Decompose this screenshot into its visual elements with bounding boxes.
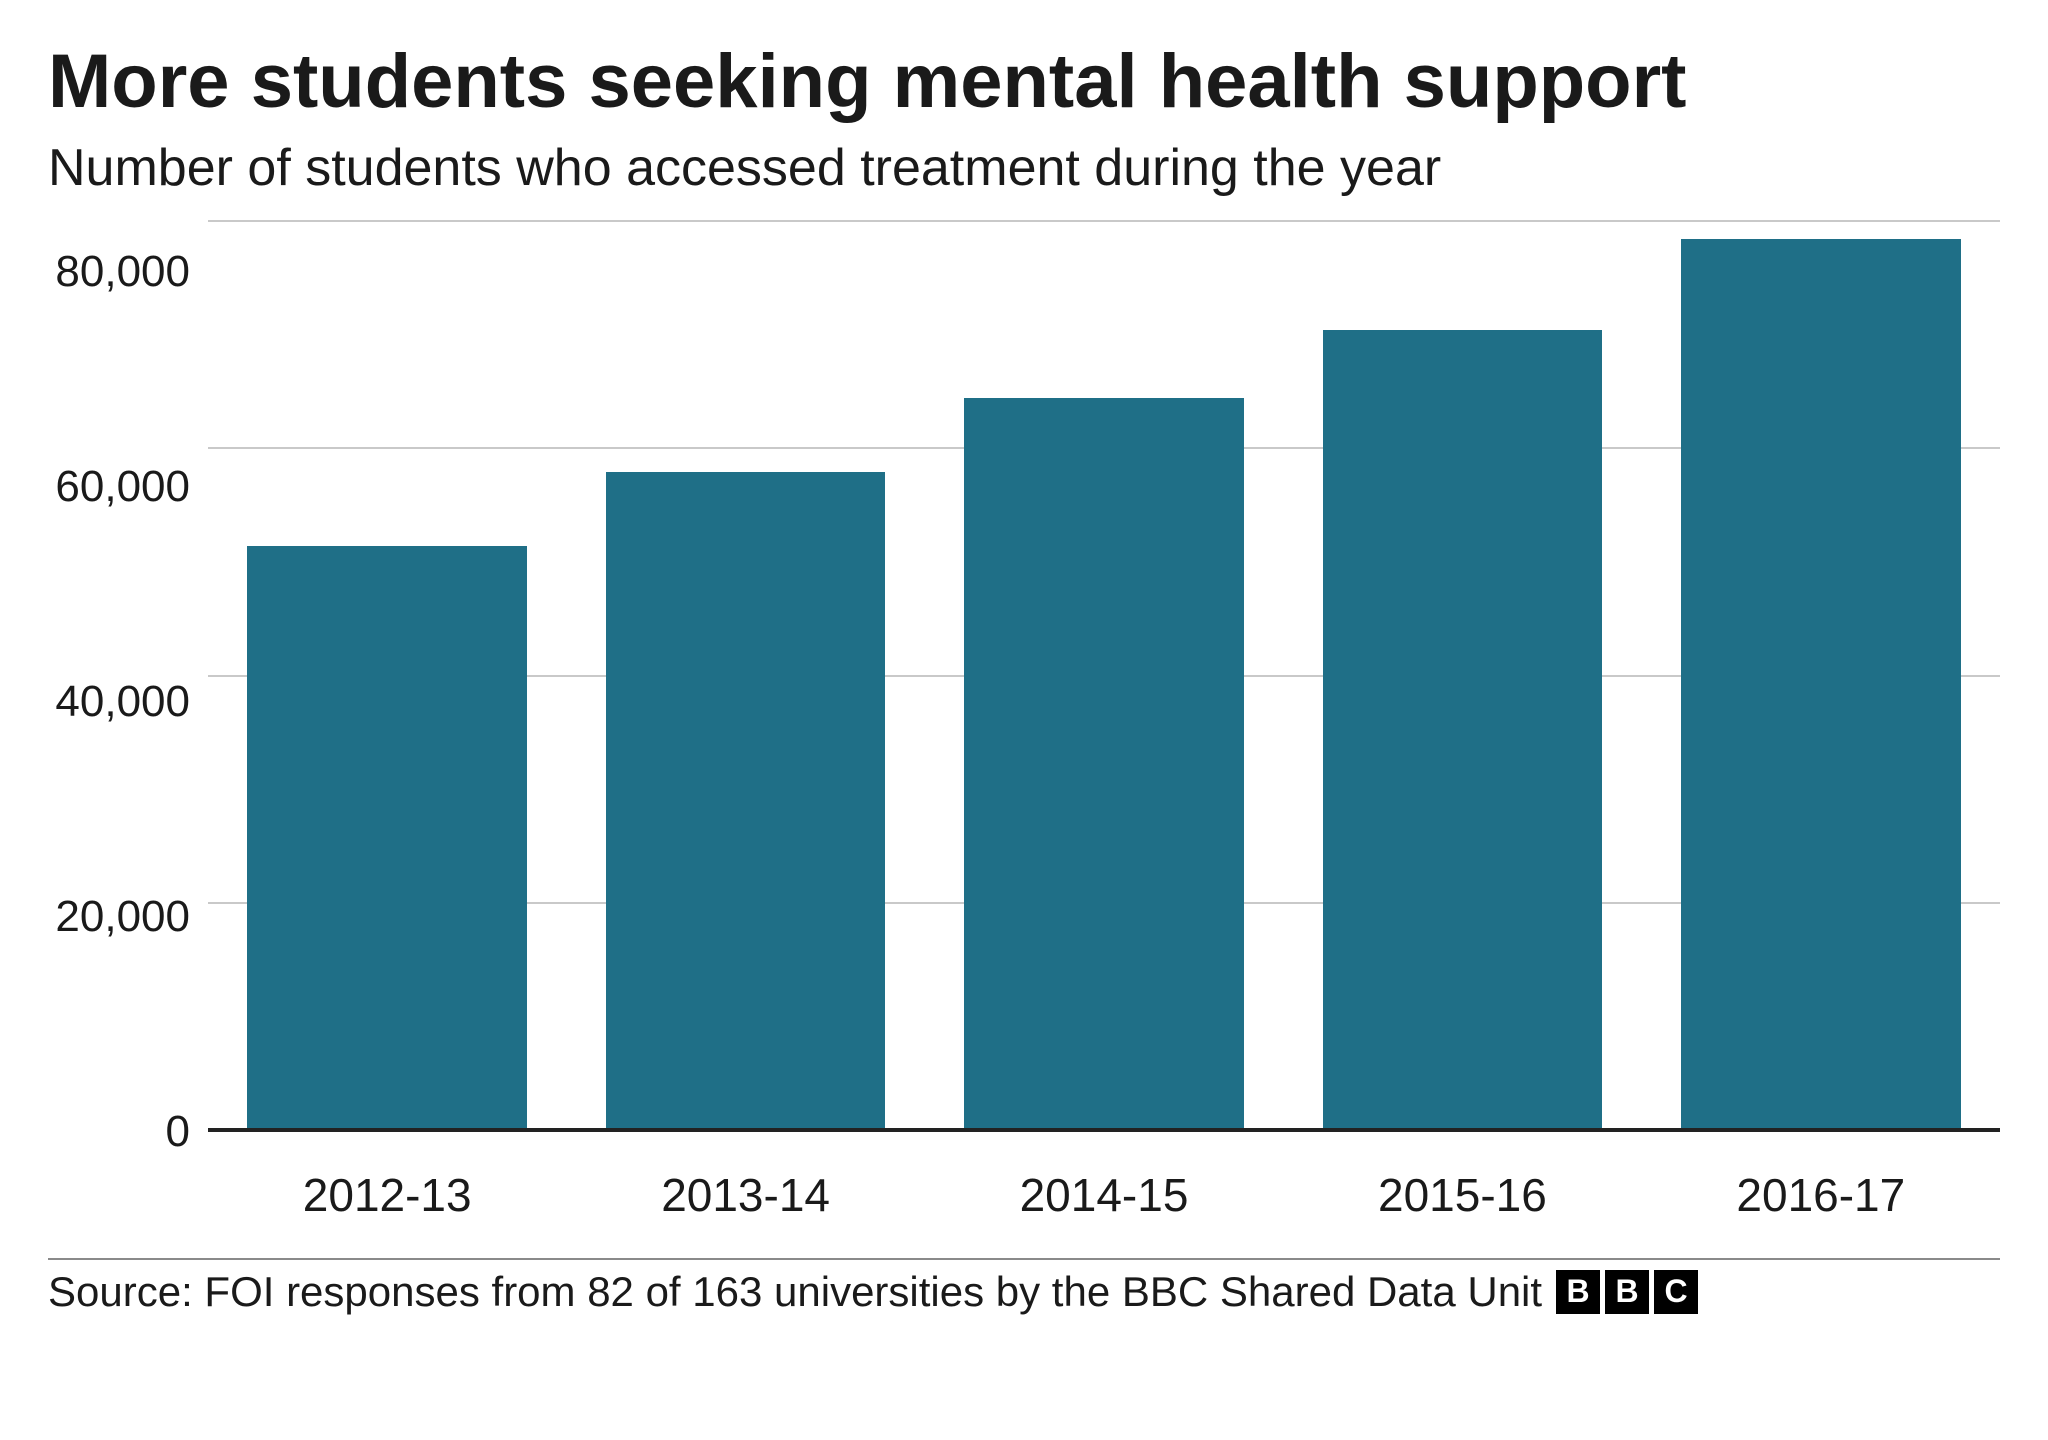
bar-column [1642,222,2000,1132]
chart: 0 20,000 40,000 60,000 80,000 2012-132013-14… [48,222,2000,1222]
chart-title: More students seeking mental health supp… [48,40,2000,124]
source-text: Source: FOI responses from 82 of 163 uni… [48,1268,1542,1316]
bar [1323,330,1603,1132]
bbc-logo-icon: BBC [1556,1270,1698,1314]
bar-column [566,222,924,1132]
bbc-logo-letter: B [1605,1270,1649,1314]
x-axis-baseline [208,1128,2000,1132]
x-axis: 2012-132013-142014-152015-162016-17 [208,1168,2000,1222]
x-tick-label: 2014-15 [925,1168,1283,1222]
chart-subtitle: Number of students who accessed treatmen… [48,138,2000,198]
y-axis: 020,00040,00060,00080,000 [48,222,208,1132]
bbc-logo-letter: C [1654,1270,1698,1314]
bar [606,472,886,1132]
y-tick-label: 0 [48,1107,190,1157]
chart-footer: Source: FOI responses from 82 of 163 uni… [48,1260,2000,1316]
bar [1681,239,1961,1132]
x-tick-label: 2013-14 [566,1168,924,1222]
x-tick-label: 2012-13 [208,1168,566,1222]
bar [964,398,1244,1132]
bar-column [1283,222,1641,1132]
x-tick-label: 2016-17 [1642,1168,2000,1222]
plot-area [208,222,2000,1132]
y-tick-label: 60,000 [48,462,190,512]
bar-column [925,222,1283,1132]
x-tick-label: 2015-16 [1283,1168,1641,1222]
bar-column [208,222,566,1132]
y-tick-label: 20,000 [48,892,190,942]
bbc-logo-letter: B [1556,1270,1600,1314]
bar [247,546,527,1132]
y-tick-label: 40,000 [48,677,190,727]
bars [208,222,2000,1132]
y-tick-label: 80,000 [48,247,190,297]
